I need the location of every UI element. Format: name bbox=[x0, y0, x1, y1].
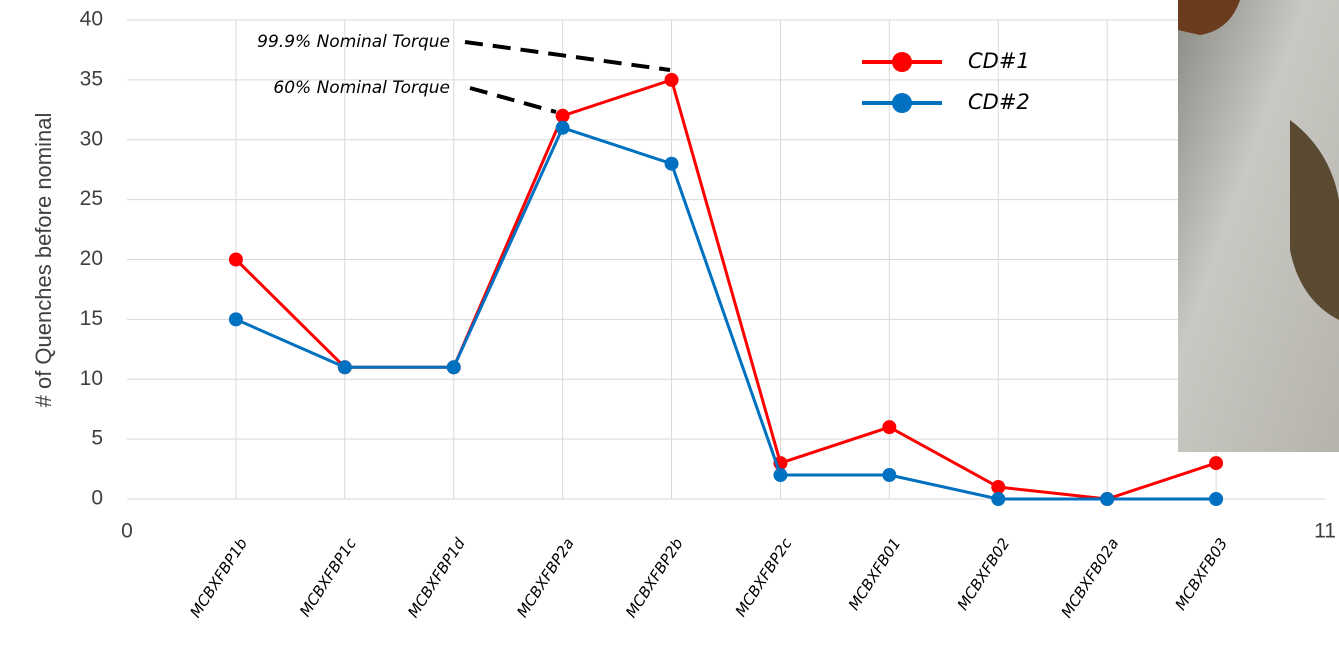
x-tick-label: 11 bbox=[1314, 520, 1336, 543]
legend-marker bbox=[892, 52, 912, 72]
data-point bbox=[337, 360, 352, 375]
y-tick-label: 40 bbox=[80, 8, 103, 31]
data-point bbox=[228, 252, 243, 267]
data-point bbox=[773, 468, 788, 483]
x-tick-label: MCBXFBP2a bbox=[513, 535, 577, 621]
annotation: 60% Nominal Torque bbox=[273, 78, 450, 98]
data-point bbox=[664, 72, 679, 87]
legend-label: CD#1 bbox=[968, 49, 1030, 73]
x-tick-label: MCBXFB02a bbox=[1058, 535, 1123, 621]
y-tick-label: 10 bbox=[80, 367, 103, 390]
series-line bbox=[235, 125, 1217, 501]
x-tick-label: MCBXFBP2b bbox=[622, 535, 687, 621]
photo bbox=[1178, 0, 1339, 452]
legend-marker bbox=[892, 93, 912, 113]
photo-object bbox=[1290, 120, 1339, 320]
annotation-leader bbox=[469, 86, 557, 114]
data-point bbox=[555, 108, 570, 123]
y-tick-label: 35 bbox=[80, 67, 103, 90]
data-point bbox=[228, 312, 243, 327]
y-tick-label: 0 bbox=[91, 487, 103, 510]
data-point bbox=[1209, 492, 1224, 506]
x-tick-label: MCBXFBP1c bbox=[296, 534, 360, 620]
annotation-leader bbox=[464, 40, 671, 72]
x-tick-label: MCBXFB02 bbox=[954, 535, 1014, 614]
data-point bbox=[991, 480, 1006, 495]
x-tick-label: MCBXFBP1b bbox=[186, 535, 251, 621]
x-tick-label: MCBXFBP2c bbox=[732, 534, 796, 620]
y-tick-label: 5 bbox=[91, 427, 103, 450]
legend-label: CD#2 bbox=[968, 90, 1030, 114]
y-tick-label: 25 bbox=[80, 187, 103, 210]
data-point bbox=[664, 156, 679, 171]
data-point bbox=[446, 360, 461, 375]
data-point bbox=[1209, 456, 1224, 471]
y-tick-label: 30 bbox=[80, 127, 103, 150]
annotation: 99.9% Nominal Torque bbox=[257, 32, 450, 52]
data-point bbox=[991, 492, 1006, 506]
photo-object bbox=[1178, 0, 1240, 35]
y-tick-label: 20 bbox=[80, 247, 103, 270]
series-line bbox=[234, 77, 1217, 501]
y-axis-title: # of Quenches before nominal bbox=[31, 113, 56, 408]
x-tick-label: MCBXFB03 bbox=[1171, 535, 1231, 614]
x-tick-label: MCBXFBP1d bbox=[404, 534, 469, 621]
x-tick-label: MCBXFB01 bbox=[845, 535, 905, 614]
data-point bbox=[555, 120, 570, 135]
data-point bbox=[882, 468, 897, 483]
y-tick-label: 15 bbox=[80, 307, 103, 330]
data-point bbox=[1100, 492, 1115, 506]
x-tick-label: 0 bbox=[121, 520, 133, 543]
data-point bbox=[882, 420, 897, 435]
